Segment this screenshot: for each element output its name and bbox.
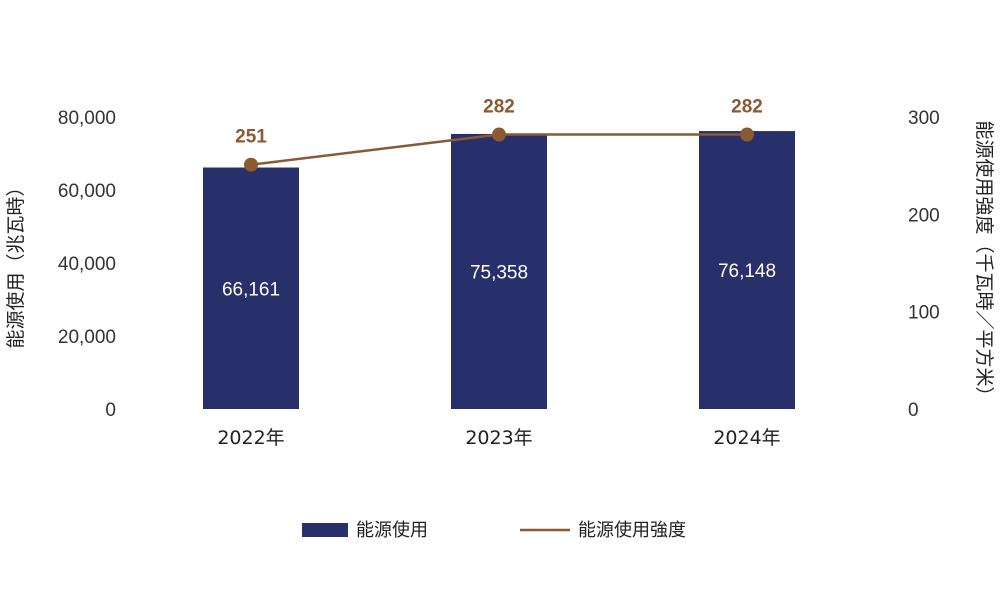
- legend: 能源使用 能源使用強度: [302, 520, 686, 541]
- left-tick-label: 20,000: [58, 327, 116, 348]
- left-axis-title: 能源使用（兆瓦時）: [5, 177, 27, 348]
- left-tick-label: 60,000: [58, 181, 116, 202]
- right-tick-label: 200: [908, 205, 940, 226]
- category-label: 2024年: [713, 427, 780, 449]
- category-label: 2022年: [217, 427, 284, 449]
- bar-value-label: 66,161: [222, 279, 280, 300]
- category-label: 2023年: [465, 427, 532, 449]
- left-tick-label: 0: [105, 400, 116, 421]
- left-tick-label: 40,000: [58, 254, 116, 275]
- right-axis-title: 能源使用強度（千瓦時／平方米）: [973, 120, 995, 405]
- line-value-label: 282: [731, 97, 763, 118]
- bar: [699, 131, 795, 409]
- category-labels: 2022年 2023年 2024年: [217, 427, 780, 449]
- right-tick-label: 0: [908, 400, 919, 421]
- legend-bar-swatch: [302, 523, 348, 537]
- line-point: [244, 157, 258, 172]
- right-tick-label: 100: [908, 303, 940, 324]
- line-point: [740, 127, 754, 142]
- legend-bar-label: 能源使用: [356, 520, 428, 541]
- bar: [203, 167, 299, 409]
- line-value-label: 251: [235, 127, 267, 148]
- right-axis: 0 100 200 300: [908, 108, 940, 421]
- right-tick-label: 300: [908, 108, 940, 129]
- legend-line-label: 能源使用強度: [578, 520, 686, 541]
- left-axis: 0 20,000 40,000 60,000 80,000: [58, 108, 116, 421]
- bar-value-label: 75,358: [470, 262, 528, 283]
- bar-value-label: 76,148: [718, 261, 776, 282]
- line-point: [492, 127, 506, 142]
- line-series: 251 282 282: [235, 97, 763, 172]
- bar-series: 66,161 75,358 76,148: [203, 131, 795, 409]
- left-tick-label: 80,000: [58, 108, 116, 129]
- line-value-label: 282: [483, 97, 515, 118]
- bar: [451, 133, 547, 409]
